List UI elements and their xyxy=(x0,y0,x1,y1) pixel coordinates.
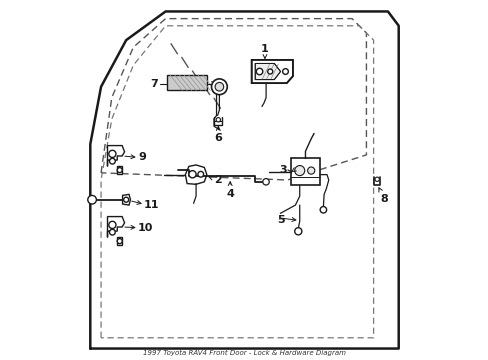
Circle shape xyxy=(294,228,301,235)
Text: 6: 6 xyxy=(214,133,222,143)
Text: 2: 2 xyxy=(214,175,222,185)
Bar xyxy=(167,75,206,90)
Text: 10: 10 xyxy=(138,224,153,233)
Circle shape xyxy=(320,207,326,213)
Polygon shape xyxy=(122,194,130,205)
Circle shape xyxy=(117,239,122,244)
Polygon shape xyxy=(107,217,124,237)
Circle shape xyxy=(88,195,96,204)
Polygon shape xyxy=(117,166,122,174)
Circle shape xyxy=(256,68,262,75)
Polygon shape xyxy=(255,63,280,80)
Circle shape xyxy=(123,197,128,202)
Bar xyxy=(290,158,319,185)
Text: 11: 11 xyxy=(144,200,159,210)
Circle shape xyxy=(282,69,288,75)
Text: 4: 4 xyxy=(226,189,234,199)
Circle shape xyxy=(262,179,269,185)
Text: 5: 5 xyxy=(276,215,284,225)
Circle shape xyxy=(215,82,223,91)
Circle shape xyxy=(198,171,203,177)
Circle shape xyxy=(109,229,115,235)
Circle shape xyxy=(117,168,122,173)
Circle shape xyxy=(188,171,196,178)
Circle shape xyxy=(211,79,227,95)
Text: 3: 3 xyxy=(279,165,286,175)
Circle shape xyxy=(108,150,116,157)
Circle shape xyxy=(267,69,272,74)
Text: 9: 9 xyxy=(138,152,145,162)
Circle shape xyxy=(109,158,115,164)
Circle shape xyxy=(216,118,220,122)
Polygon shape xyxy=(107,145,124,166)
Circle shape xyxy=(307,167,314,174)
Text: 1997 Toyota RAV4 Front Door - Lock & Hardware Diagram: 1997 Toyota RAV4 Front Door - Lock & Har… xyxy=(142,350,346,356)
Text: 7: 7 xyxy=(150,78,158,89)
Text: 1: 1 xyxy=(261,45,268,54)
Polygon shape xyxy=(251,60,292,83)
Circle shape xyxy=(108,221,116,229)
Polygon shape xyxy=(185,165,206,184)
Circle shape xyxy=(294,166,304,176)
Text: 8: 8 xyxy=(379,194,387,204)
Circle shape xyxy=(374,177,379,181)
Polygon shape xyxy=(117,237,122,245)
